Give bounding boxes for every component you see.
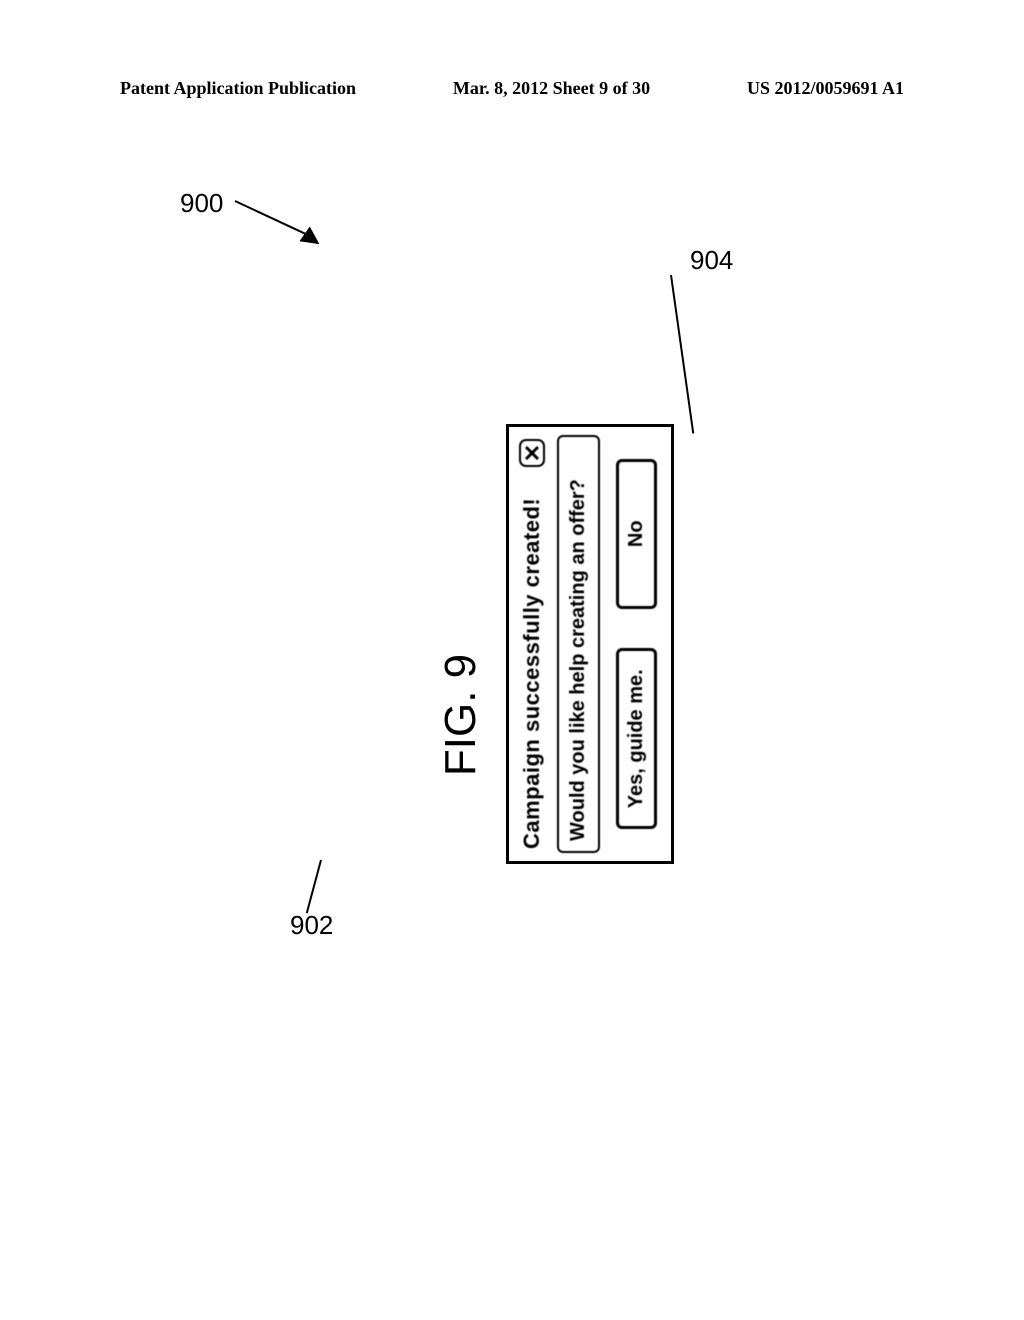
page-header: Patent Application Publication Mar. 8, 2… <box>0 78 1024 99</box>
leader-900 <box>235 200 308 236</box>
yes-button[interactable]: Yes, guide me. <box>616 648 657 829</box>
header-right: US 2012/0059691 A1 <box>747 78 904 99</box>
no-button[interactable]: No <box>616 459 657 609</box>
close-icon[interactable] <box>519 439 545 467</box>
figure-area: 900 902 904 Campaign successfully create… <box>120 180 900 1080</box>
dialog-title: Campaign successfully created! <box>519 498 545 849</box>
dialog-prompt: Would you like help creating an offer? <box>557 435 600 853</box>
ref-904: 904 <box>690 245 733 276</box>
ref-902: 902 <box>290 910 333 941</box>
dialog-titlebar: Campaign successfully created! <box>515 433 555 855</box>
leader-904 <box>670 275 694 434</box>
dialog-button-row: Yes, guide me. No <box>612 433 665 855</box>
dialog-group: Campaign successfully created! Would you… <box>506 424 674 864</box>
dialog-box: Campaign successfully created! Would you… <box>506 424 674 864</box>
arrowhead-900 <box>299 226 324 251</box>
header-left: Patent Application Publication <box>120 78 356 99</box>
figure-label: FIG. 9 <box>436 654 486 776</box>
header-center: Mar. 8, 2012 Sheet 9 of 30 <box>453 78 650 99</box>
ref-900: 900 <box>180 188 223 219</box>
leader-902 <box>306 860 322 914</box>
